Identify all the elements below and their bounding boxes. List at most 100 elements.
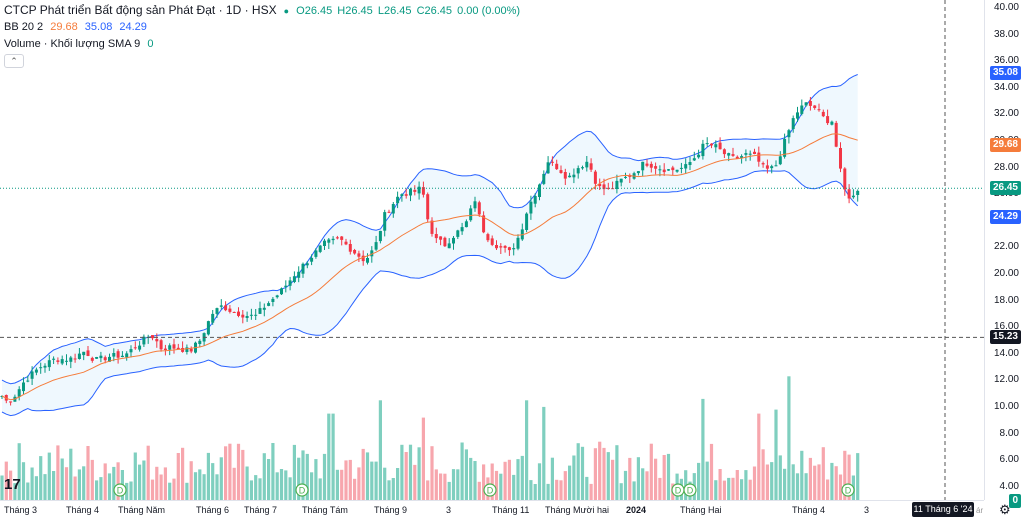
candle-body (120, 355, 124, 357)
time-axis[interactable]: Tháng 3 Tháng 4 Tháng Năm Tháng 6 Tháng 7 Thá… (0, 500, 984, 519)
candle-body (417, 186, 421, 194)
volume-bar (301, 450, 305, 500)
candle-body (163, 348, 167, 350)
candle-body (671, 167, 675, 171)
candle-body (17, 389, 21, 397)
volume-bar (159, 474, 163, 500)
dividend-marker-icon (841, 483, 855, 497)
volume-bar (494, 470, 499, 500)
volume-bar (0, 475, 4, 500)
price-axis-label: 28.00 (993, 161, 1019, 173)
candle-body (589, 163, 593, 170)
volume-bar (834, 466, 838, 500)
candle-body (714, 144, 718, 148)
legend-row-volume[interactable]: Volume · Khối lượng SMA 9 0 (4, 37, 157, 51)
volume-bar (628, 457, 632, 500)
candle-body (383, 212, 387, 231)
tradingview-logo-icon[interactable]: 17 (4, 476, 21, 493)
time-axis-label: 3 (864, 505, 870, 515)
crosshair-date-label: 11 Tháng 6 '24 (912, 502, 974, 517)
candle-body (490, 238, 494, 245)
candle-body (770, 166, 774, 169)
candle-body (555, 163, 559, 170)
time-axis-label: Tháng Mười hai (545, 505, 609, 515)
volume-bar (830, 462, 834, 500)
volume-bar (374, 461, 378, 500)
candle-body (232, 312, 236, 313)
symbol-title[interactable]: CTCP Phát triển Bất động sản Phát Đạt · … (4, 3, 277, 17)
volume-bar (404, 452, 408, 500)
volume-bar (241, 449, 245, 500)
candle-body (426, 194, 430, 220)
volume-bar (13, 483, 17, 500)
volume-bar (357, 467, 361, 500)
volume-bar (611, 459, 615, 500)
candle-body (636, 171, 640, 174)
volume-value: 0 (147, 38, 154, 50)
volume-bar (585, 476, 589, 500)
volume-bar (172, 478, 176, 500)
candle-body (60, 359, 64, 364)
volume-bar (649, 443, 653, 500)
volume-bar (787, 376, 791, 500)
time-axis-label: Tháng 4 (792, 505, 826, 515)
volume-bar (322, 453, 327, 500)
candle-body (447, 243, 451, 249)
volume-bar (150, 479, 155, 500)
candle-body (593, 171, 597, 184)
candle-body (366, 258, 369, 263)
candle-body (834, 122, 838, 147)
candle-body (645, 163, 649, 166)
volume-bar (163, 467, 167, 500)
bb-fill-area (2, 74, 858, 416)
volume-bar (580, 446, 585, 500)
price-axis[interactable]: 40.0038.0036.0034.0032.0030.0028.0026.00… (984, 0, 1024, 509)
candle-body (378, 230, 382, 242)
candle-body (99, 355, 103, 359)
legend-row-bb[interactable]: BB 20 2 29.68 35.08 24.29 (4, 20, 151, 34)
candle-body (753, 151, 756, 154)
volume-bar (408, 444, 413, 500)
volume-bar (615, 445, 619, 500)
volume-bar (645, 471, 649, 500)
settings-gear-icon[interactable]: ⚙ (999, 502, 1011, 518)
candle-body (198, 340, 202, 344)
candle-body (133, 347, 137, 349)
candle-body (598, 183, 602, 187)
volume-bar (82, 466, 86, 500)
candle-body (271, 298, 275, 302)
volume-bar (602, 447, 606, 500)
volume-bar (387, 480, 391, 500)
candle-body (301, 263, 305, 274)
time-axis-label: Tháng 9 (374, 505, 408, 515)
candle-body (499, 246, 503, 248)
volume-bar (507, 459, 511, 500)
ohlc-open: O26.45 (296, 5, 333, 17)
volume-badge: 0 (1009, 494, 1021, 509)
price-axis-label: 20.00 (993, 267, 1019, 279)
volume-bar (400, 444, 404, 500)
volume-bar (817, 464, 821, 500)
candle-body (112, 353, 116, 357)
bb-middle-value: 29.68 (50, 21, 78, 33)
chevron-up-icon: ⌃ (10, 56, 18, 66)
volume-bar (56, 445, 60, 500)
candle-body (477, 202, 481, 215)
candle-body (744, 153, 748, 155)
legend-collapse-button[interactable]: ⌃ (4, 54, 24, 68)
volume-bar (396, 468, 400, 500)
candle-body (129, 349, 133, 353)
volume-bar (361, 448, 365, 500)
candle-body (292, 276, 296, 282)
volume-bar (365, 452, 370, 500)
volume-indicator-label[interactable]: Volume · Khối lượng SMA 9 (4, 38, 141, 50)
candle-body (761, 163, 765, 165)
dividend-marker-glyph: D (687, 486, 694, 496)
volume-bar (714, 480, 718, 500)
volume-bar (176, 453, 180, 500)
volume-bar (654, 458, 658, 500)
volume-bar (464, 449, 468, 500)
bb-indicator-label[interactable]: BB 20 2 (4, 21, 44, 33)
